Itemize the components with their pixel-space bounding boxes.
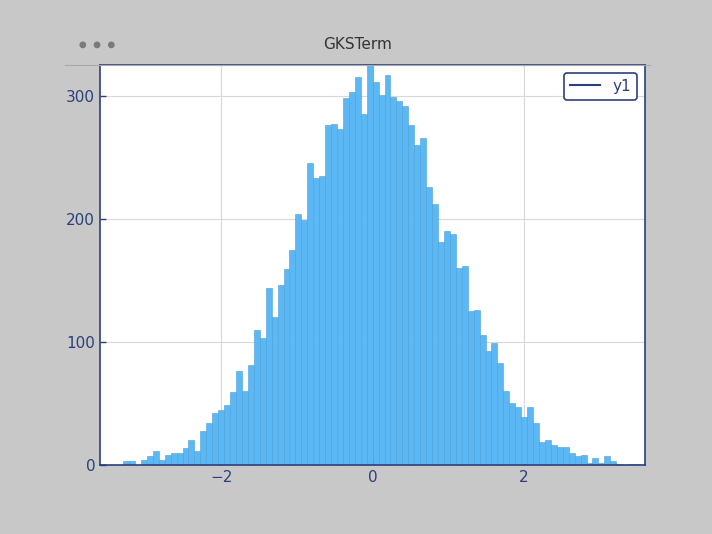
Bar (473, 310, 480, 465)
Bar (444, 231, 450, 465)
Bar (123, 461, 129, 465)
Bar (580, 455, 587, 465)
Bar (397, 101, 402, 465)
Bar (236, 372, 242, 465)
Bar (189, 441, 194, 465)
Bar (331, 124, 337, 465)
Bar (361, 114, 367, 465)
Bar (319, 176, 325, 465)
Bar (480, 334, 486, 465)
Bar (604, 457, 610, 465)
Bar (325, 125, 331, 465)
Bar (557, 446, 562, 465)
Bar (462, 265, 468, 465)
Bar (432, 204, 438, 465)
Bar (509, 404, 515, 465)
Bar (575, 457, 580, 465)
Bar (562, 446, 569, 465)
Bar (194, 451, 200, 465)
Bar (295, 214, 301, 465)
Bar (301, 220, 308, 465)
Bar (290, 249, 295, 465)
Bar (308, 163, 313, 465)
Bar (503, 391, 509, 465)
Bar (266, 288, 272, 465)
Bar (438, 242, 444, 465)
Bar (230, 392, 236, 465)
Bar (171, 453, 177, 465)
Bar (610, 461, 616, 465)
Bar (337, 129, 343, 465)
Bar (159, 460, 164, 465)
Bar (147, 457, 153, 465)
Bar (164, 455, 171, 465)
Bar (592, 458, 598, 465)
Bar (616, 464, 622, 465)
Bar (569, 453, 575, 465)
Bar (367, 51, 372, 465)
Bar (200, 430, 206, 465)
Bar (527, 407, 533, 465)
Bar (272, 317, 278, 465)
Bar (218, 410, 224, 465)
Bar (634, 464, 640, 465)
Bar (515, 407, 521, 465)
Bar (587, 462, 592, 465)
Bar (100, 464, 105, 465)
Bar (468, 311, 473, 465)
Bar (349, 92, 355, 465)
Bar (129, 461, 135, 465)
Bar (498, 363, 503, 465)
Bar (372, 82, 379, 465)
Bar (664, 462, 670, 465)
Bar (343, 98, 349, 465)
Bar (486, 350, 491, 465)
Bar (283, 269, 290, 465)
Bar (539, 442, 545, 465)
Bar (153, 451, 159, 465)
Bar (426, 187, 432, 465)
Bar (313, 178, 319, 465)
Bar (206, 423, 212, 465)
Bar (379, 95, 384, 465)
Bar (402, 106, 408, 465)
Legend: y1: y1 (564, 73, 637, 100)
Bar (260, 338, 266, 465)
Bar (533, 423, 539, 465)
Bar (384, 75, 390, 465)
Bar (212, 413, 218, 465)
Bar (456, 268, 462, 465)
Bar (75, 464, 82, 465)
Bar (224, 405, 230, 465)
Bar (521, 417, 527, 465)
Bar (248, 365, 253, 465)
Bar (82, 464, 88, 465)
Bar (253, 329, 260, 465)
Bar (242, 391, 248, 465)
Bar (491, 343, 498, 465)
Bar (278, 285, 283, 465)
Bar (390, 97, 397, 465)
Bar (141, 460, 147, 465)
Bar (88, 464, 93, 465)
Bar (355, 77, 361, 465)
Bar (420, 138, 426, 465)
Text: GKSTerm: GKSTerm (323, 37, 392, 52)
Bar (177, 453, 182, 465)
Bar (408, 125, 414, 465)
Bar (551, 445, 557, 465)
Bar (182, 448, 189, 465)
Bar (598, 462, 604, 465)
Bar (628, 464, 634, 465)
Bar (450, 233, 456, 465)
Bar (545, 441, 551, 465)
Bar (414, 145, 420, 465)
